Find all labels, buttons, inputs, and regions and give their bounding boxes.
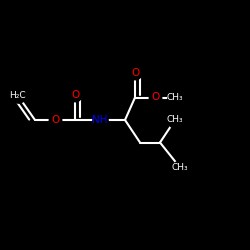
Text: NH: NH <box>92 115 108 125</box>
Text: O: O <box>131 68 139 78</box>
Text: O: O <box>51 115 59 125</box>
Text: O: O <box>151 92 159 102</box>
Text: H₂C: H₂C <box>9 90 26 100</box>
Text: CH₃: CH₃ <box>167 93 183 102</box>
Text: CH₃: CH₃ <box>172 163 188 172</box>
Text: O: O <box>71 90 79 100</box>
Text: CH₃: CH₃ <box>167 116 183 124</box>
